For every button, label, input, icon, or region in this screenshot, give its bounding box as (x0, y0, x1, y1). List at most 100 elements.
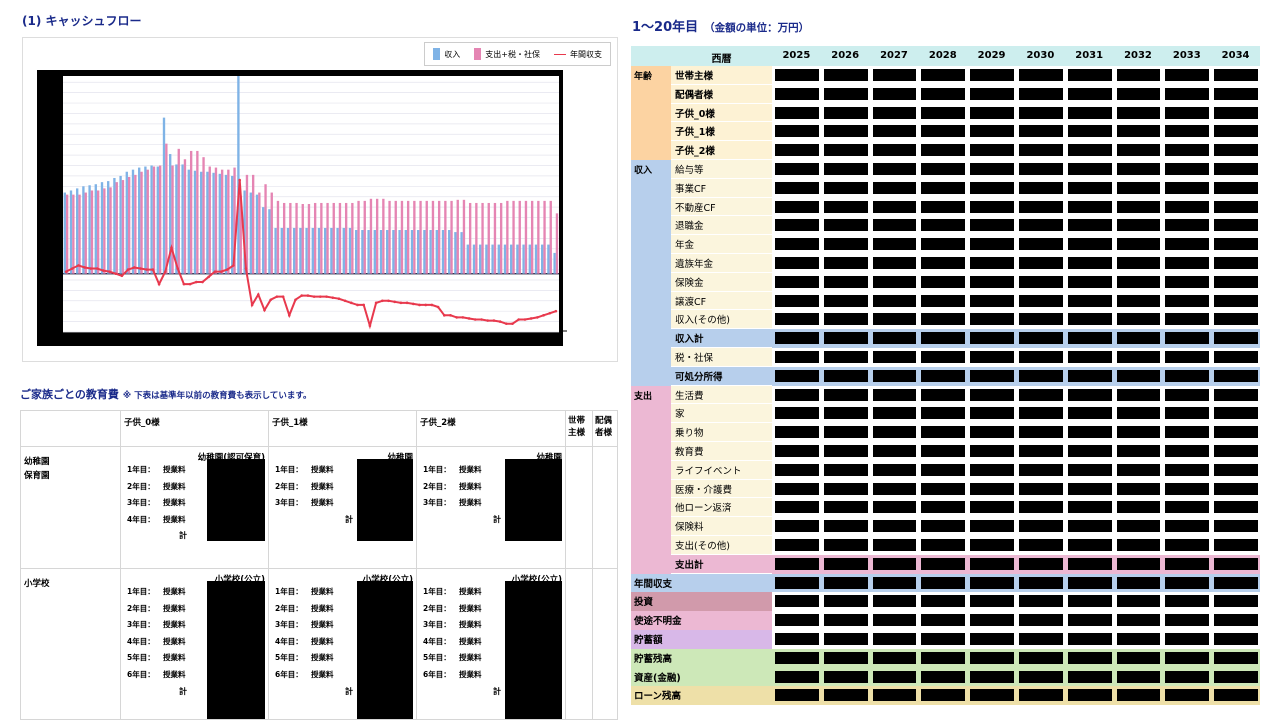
redacted-cell (1067, 651, 1112, 664)
redacted-cell (1165, 539, 1210, 551)
summary-label: 資産(金融) (631, 667, 772, 687)
redacted-cell (1116, 200, 1161, 213)
edu-fee-label: 授業料 (311, 481, 334, 491)
expense-bar (177, 148, 180, 274)
balance-point (201, 280, 204, 284)
row-value-cells (772, 574, 1260, 593)
expense-bar (344, 202, 348, 274)
edu-fee-label: 授業料 (459, 587, 482, 596)
redacted-cell (1165, 294, 1210, 307)
redacted-cell (872, 144, 917, 157)
summary-label: 貯蓄額 (631, 630, 772, 649)
edu-year-label: 1年目： (423, 465, 451, 474)
redacted-cell (823, 351, 868, 363)
balance-point (176, 267, 179, 270)
row-value-cells (772, 254, 1260, 273)
balance-point (157, 282, 161, 286)
row-value-cells (772, 461, 1260, 480)
edu-year-label: 3年目： (275, 498, 303, 508)
expense-bar (506, 200, 509, 274)
summary-row: 年間収支 (631, 573, 1260, 593)
redacted-cell (823, 219, 868, 232)
row-value-cells (772, 686, 1260, 705)
edu-header-householder-line: 世帯 (568, 416, 586, 426)
table-row: 年金 (631, 235, 1260, 254)
edu-year-row: 4年目： 授業料 (423, 636, 493, 648)
redacted-cell (1067, 426, 1112, 439)
income-bar (355, 230, 358, 274)
table-row: 給与等 (631, 160, 1260, 179)
edu-year-label: 3年目： (275, 620, 303, 630)
income-bar (255, 194, 259, 274)
redacted-cell (1116, 388, 1161, 401)
redacted-cell (775, 520, 819, 533)
expense-bar (351, 202, 354, 274)
redacted-cell (970, 426, 1014, 439)
balance-point (219, 270, 223, 273)
redacted-cell (1067, 388, 1112, 401)
income-bar (237, 76, 240, 274)
redacted-cell (970, 69, 1014, 81)
redacted-cell (823, 163, 868, 175)
redacted-cell (970, 576, 1014, 589)
redacted-amounts (207, 581, 265, 719)
row-value-cells (772, 480, 1260, 499)
income-bar (547, 244, 550, 274)
education-table: 子供_0様 子供_1様 子供_2様 世帯 主様 配偶 者様 幼稚園 保育園 幼稚園(認可保育) 1年… (20, 410, 618, 720)
income-bar (379, 230, 383, 274)
expense-bar (313, 202, 317, 274)
redacted-cell (921, 651, 966, 664)
redacted-cell (823, 200, 868, 213)
redacted-cell (1019, 520, 1063, 533)
redacted-cell (775, 200, 819, 213)
redacted-cell (1165, 445, 1210, 457)
school-name: 幼稚園(認可保育) (197, 453, 265, 463)
income-bar (299, 227, 302, 274)
school-name: 幼稚園 (387, 453, 413, 463)
redacted-cell (921, 501, 966, 514)
income-bar (510, 244, 513, 274)
redacted-cell (1019, 557, 1063, 570)
edu-fee-label: 授業料 (311, 587, 334, 596)
expense-bar (96, 190, 100, 274)
redacted-cell (1214, 351, 1258, 363)
school-name: 幼稚園 (536, 453, 562, 463)
redacted-cell (872, 482, 917, 495)
redacted-cell (872, 388, 917, 401)
expense-bar (475, 202, 478, 274)
balance-point (405, 301, 409, 305)
edu-year-row: 2年目： 授業料 (275, 481, 345, 493)
redacted-cell (775, 163, 819, 175)
redacted-cell (872, 426, 917, 439)
income-bar (76, 188, 79, 274)
expense-bar (425, 200, 428, 274)
income-bar (367, 230, 370, 274)
expense-bar (493, 202, 497, 274)
table-row: 退職金 (631, 216, 1260, 236)
edu-year-row: 1年目： 授業料 (127, 464, 197, 476)
balance-point (257, 293, 260, 296)
redacted-cell (1214, 689, 1258, 702)
income-bar (231, 175, 234, 274)
redacted-cell (970, 445, 1014, 457)
redacted-cell (823, 332, 868, 345)
income-bar (528, 244, 531, 274)
row-value-cells (772, 235, 1260, 254)
income-bar (293, 227, 296, 274)
edu-fee-label: 授業料 (163, 603, 186, 613)
row-value-cells (772, 310, 1260, 329)
redacted-cell (872, 595, 917, 608)
redacted-cell (823, 614, 868, 627)
balance-point (263, 308, 266, 312)
redacted-cell (1165, 200, 1210, 213)
redacted-cell (872, 463, 917, 476)
edu-fee-label: 授業料 (311, 670, 334, 679)
balance-point (337, 297, 341, 300)
summary-row: 資産(金融) (631, 667, 1260, 687)
legend-swatch-balance (554, 53, 566, 55)
redacted-cell (775, 181, 819, 194)
redacted-cell (775, 238, 819, 251)
redacted-cell (872, 181, 917, 194)
redacted-cell (823, 238, 868, 251)
redacted-cell (775, 595, 819, 608)
